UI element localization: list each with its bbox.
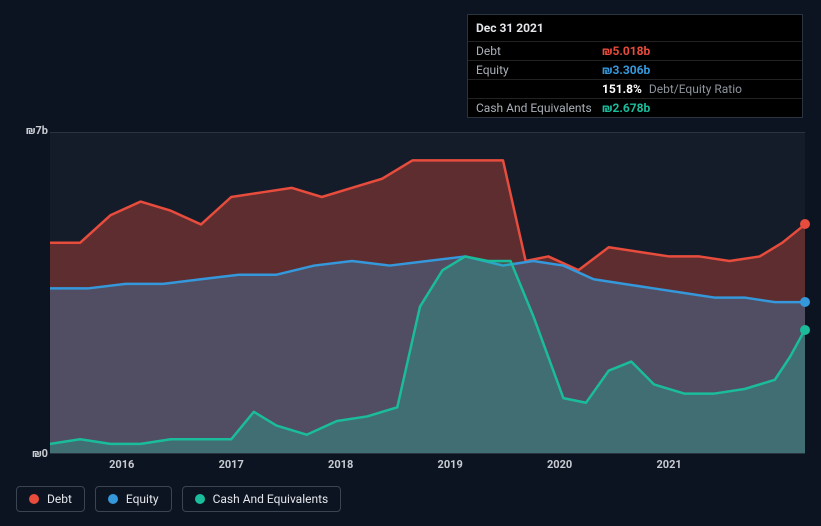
- tooltip-label: Debt: [476, 44, 602, 58]
- tooltip-date: Dec 31 2021: [468, 15, 802, 42]
- tooltip-row-equity: Equity ₪3.306b: [468, 61, 802, 80]
- tooltip-label: Equity: [476, 63, 602, 77]
- y-axis-labels: ₪7b ₪0: [16, 120, 50, 454]
- chart: ₪7b ₪0 2016 2017 2018 2019 2020 2021: [16, 120, 805, 476]
- tooltip-row-ratio: 151.8% Debt/Equity Ratio: [468, 80, 802, 99]
- tooltip-value: ₪5.018b: [602, 44, 650, 58]
- legend-label: Cash And Equivalents: [213, 492, 329, 506]
- legend-swatch: [195, 494, 205, 504]
- tooltip-ratio-value: 151.8%: [602, 82, 642, 96]
- series-end-dot: [800, 325, 810, 335]
- y-axis-bottom-label: ₪0: [32, 447, 48, 460]
- tooltip-value: ₪3.306b: [602, 63, 650, 77]
- x-axis-tick-label: 2019: [438, 458, 463, 471]
- y-axis-top-label: ₪7b: [26, 124, 48, 137]
- x-axis-tick-label: 2020: [547, 458, 572, 471]
- x-axis-tick-label: 2018: [328, 458, 353, 471]
- legend-item-cash[interactable]: Cash And Equivalents: [182, 486, 342, 512]
- x-axis-labels: 2016 2017 2018 2019 2020 2021: [50, 456, 805, 476]
- chart-tooltip: Dec 31 2021 Debt ₪5.018b Equity ₪3.306b …: [467, 14, 803, 118]
- legend-item-debt[interactable]: Debt: [16, 486, 85, 512]
- tooltip-label: Cash And Equivalents: [476, 101, 602, 115]
- tooltip-row-cash: Cash And Equivalents ₪2.678b: [468, 99, 802, 117]
- legend-label: Equity: [126, 492, 159, 506]
- series-end-dot: [800, 219, 810, 229]
- legend-swatch: [108, 494, 118, 504]
- tooltip-label: [476, 82, 602, 96]
- legend: Debt Equity Cash And Equivalents: [16, 486, 341, 512]
- legend-label: Debt: [47, 492, 72, 506]
- tooltip-value: ₪2.678b: [602, 101, 650, 115]
- x-axis-tick-label: 2017: [219, 458, 244, 471]
- legend-item-equity[interactable]: Equity: [95, 486, 172, 512]
- x-axis-tick-label: 2016: [109, 458, 134, 471]
- series-end-dot: [800, 297, 810, 307]
- tooltip-ratio-label: Debt/Equity Ratio: [646, 82, 742, 96]
- tooltip-row-debt: Debt ₪5.018b: [468, 42, 802, 61]
- x-axis-tick-label: 2021: [656, 458, 681, 471]
- legend-swatch: [29, 494, 39, 504]
- plot-svg: [50, 133, 805, 453]
- plot-area[interactable]: [50, 132, 805, 454]
